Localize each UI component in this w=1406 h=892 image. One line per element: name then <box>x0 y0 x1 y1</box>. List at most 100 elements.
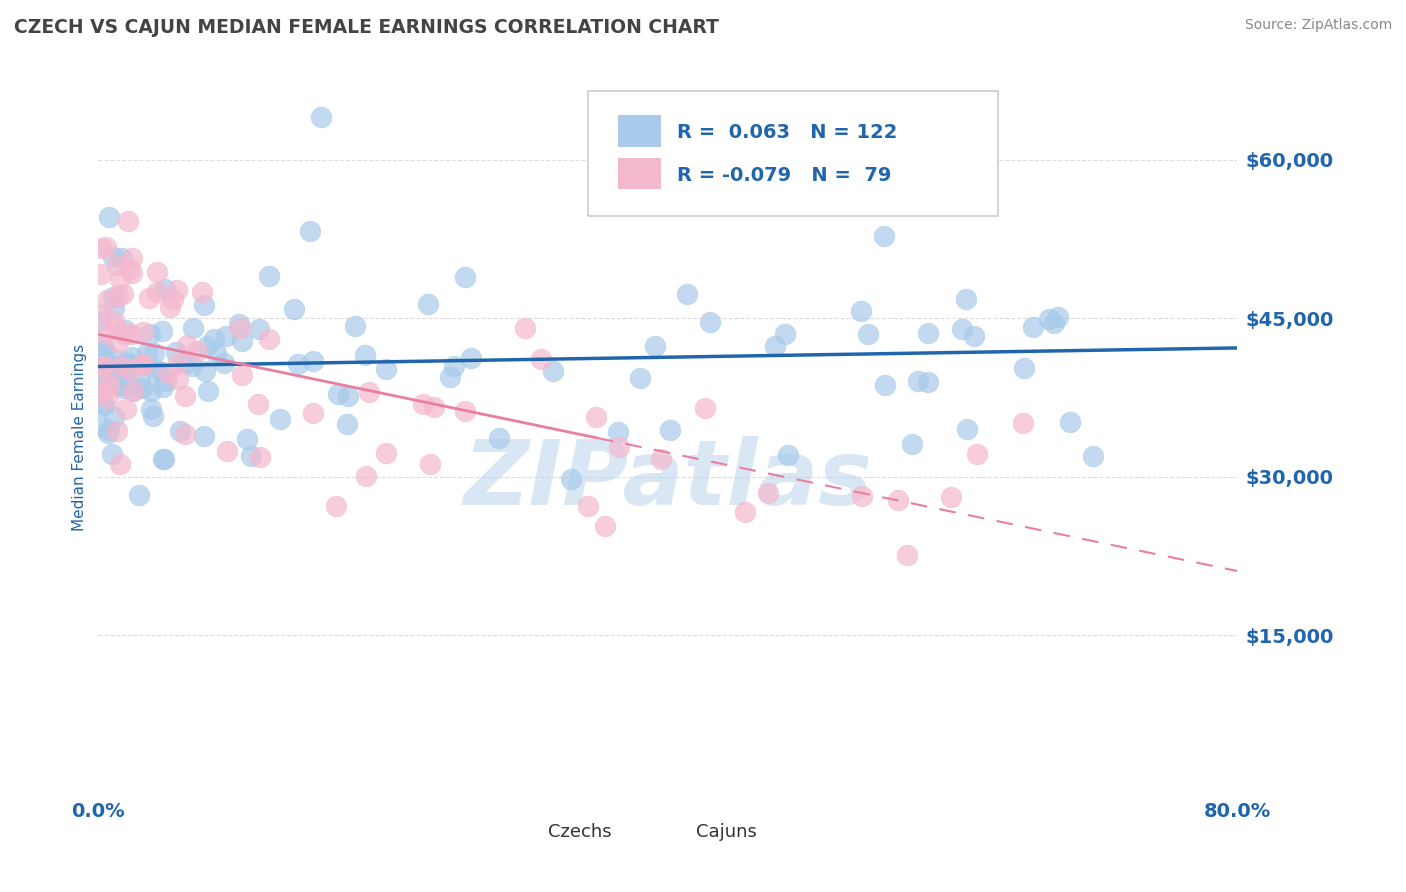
Point <box>460 351 482 366</box>
Point <box>112 326 135 341</box>
Point <box>91 385 114 400</box>
Point <box>576 499 599 513</box>
Point <box>115 355 138 369</box>
Point <box>107 335 129 350</box>
Text: CZECH VS CAJUN MEDIAN FEMALE EARNINGS CORRELATION CHART: CZECH VS CAJUN MEDIAN FEMALE EARNINGS CO… <box>14 18 718 37</box>
Point <box>901 437 924 451</box>
Point <box>181 320 204 334</box>
Point <box>530 351 553 366</box>
Point <box>190 285 212 299</box>
Point <box>644 339 666 353</box>
Point <box>419 457 441 471</box>
Point <box>128 487 150 501</box>
Point <box>212 356 235 370</box>
Point <box>97 392 120 406</box>
Point <box>699 315 721 329</box>
Point <box>454 403 477 417</box>
Point <box>93 359 115 374</box>
Point <box>89 348 111 362</box>
Y-axis label: Median Female Earnings: Median Female Earnings <box>72 343 87 531</box>
Point <box>659 423 682 437</box>
Point <box>105 424 128 438</box>
Point <box>90 362 112 376</box>
Point <box>90 241 112 255</box>
Point <box>214 329 236 343</box>
Point <box>917 326 939 340</box>
Point <box>240 450 263 464</box>
Point <box>108 378 131 392</box>
Point <box>560 472 582 486</box>
Point <box>138 291 160 305</box>
Point <box>907 374 929 388</box>
Point <box>416 297 439 311</box>
Point <box>94 379 117 393</box>
Point <box>205 345 228 359</box>
Point <box>121 350 143 364</box>
Point <box>120 359 142 373</box>
Point <box>1012 361 1035 376</box>
Point <box>269 412 291 426</box>
Point <box>1047 310 1070 325</box>
Text: Source: ZipAtlas.com: Source: ZipAtlas.com <box>1244 18 1392 32</box>
FancyBboxPatch shape <box>651 817 683 847</box>
Point <box>101 290 124 304</box>
Text: Czechs: Czechs <box>548 823 612 841</box>
Point <box>143 363 166 377</box>
Point <box>287 357 309 371</box>
Point <box>1011 417 1033 431</box>
Point <box>193 297 215 311</box>
Point <box>595 519 617 533</box>
Point <box>896 548 918 562</box>
FancyBboxPatch shape <box>617 158 661 189</box>
Point <box>108 457 131 471</box>
Point <box>231 368 253 382</box>
Text: Cajuns: Cajuns <box>696 823 758 841</box>
Point <box>141 384 163 398</box>
Point <box>139 401 162 416</box>
Point <box>128 374 150 388</box>
Point <box>955 292 977 306</box>
Point <box>1021 320 1043 334</box>
Point <box>162 292 184 306</box>
Point <box>174 426 197 441</box>
Point <box>132 325 155 339</box>
Point <box>202 332 225 346</box>
Point <box>153 452 176 467</box>
Point <box>91 379 114 393</box>
Point <box>118 357 141 371</box>
Point <box>606 425 628 440</box>
Point <box>195 338 218 352</box>
Point <box>229 321 252 335</box>
Point <box>513 320 536 334</box>
Point <box>118 262 141 277</box>
Point <box>176 338 198 352</box>
Point <box>756 485 779 500</box>
Point <box>215 444 238 458</box>
Point <box>412 397 434 411</box>
Point <box>152 380 174 394</box>
Point <box>301 354 323 368</box>
Point <box>93 398 115 412</box>
Point <box>91 339 114 353</box>
Point <box>966 447 988 461</box>
Point <box>132 359 155 373</box>
Text: R = -0.079   N =  79: R = -0.079 N = 79 <box>676 166 891 185</box>
Point <box>97 425 120 440</box>
Point <box>111 381 134 395</box>
Point <box>166 356 188 370</box>
Point <box>112 361 135 376</box>
Point <box>247 397 270 411</box>
Point <box>111 251 134 265</box>
Point <box>336 417 359 431</box>
Point <box>120 327 142 342</box>
Point <box>917 375 939 389</box>
Point <box>143 346 166 360</box>
Point <box>101 250 124 264</box>
Point <box>851 489 873 503</box>
Point <box>96 293 118 307</box>
FancyBboxPatch shape <box>617 115 661 146</box>
Point <box>90 360 112 375</box>
Point <box>118 362 141 376</box>
Point <box>354 468 377 483</box>
Point <box>302 406 325 420</box>
